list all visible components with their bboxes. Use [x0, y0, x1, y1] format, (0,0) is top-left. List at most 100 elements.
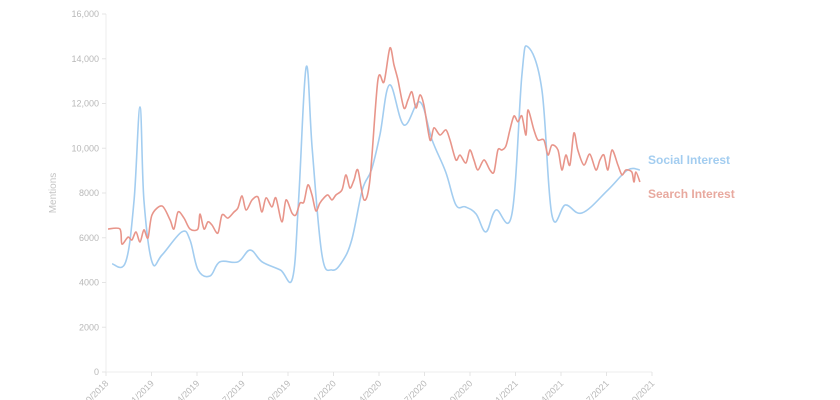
data-point-search-interest[interactable]: [355, 167, 361, 173]
data-point-search-interest[interactable]: [555, 147, 561, 153]
data-point-search-interest[interactable]: [259, 209, 265, 215]
data-point-search-interest[interactable]: [535, 137, 541, 143]
data-point-search-interest[interactable]: [283, 197, 289, 203]
data-point-social-interest[interactable]: [277, 267, 283, 273]
data-point-social-interest[interactable]: [309, 147, 315, 153]
data-point-search-interest[interactable]: [475, 167, 481, 173]
data-point-social-interest[interactable]: [483, 229, 489, 235]
data-point-search-interest[interactable]: [347, 185, 353, 191]
data-point-search-interest[interactable]: [453, 157, 459, 163]
data-point-search-interest[interactable]: [279, 219, 285, 225]
data-point-search-interest[interactable]: [507, 127, 513, 133]
data-point-search-interest[interactable]: [623, 167, 629, 173]
data-point-search-interest[interactable]: [587, 151, 593, 157]
data-point-social-interest[interactable]: [453, 202, 459, 208]
data-point-search-interest[interactable]: [511, 113, 517, 119]
data-point-search-interest[interactable]: [301, 199, 307, 205]
data-point-search-interest[interactable]: [545, 152, 551, 158]
data-point-search-interest[interactable]: [181, 215, 187, 221]
legend-search-interest[interactable]: Search Interest: [648, 187, 735, 201]
data-point-search-interest[interactable]: [413, 105, 419, 111]
data-point-social-interest[interactable]: [141, 197, 147, 203]
data-point-search-interest[interactable]: [427, 137, 433, 143]
data-point-search-interest[interactable]: [481, 157, 487, 163]
data-point-search-interest[interactable]: [105, 226, 111, 232]
data-point-search-interest[interactable]: [581, 162, 587, 168]
data-point-search-interest[interactable]: [167, 217, 173, 223]
data-point-search-interest[interactable]: [325, 192, 331, 198]
data-point-search-interest[interactable]: [149, 212, 155, 218]
data-point-search-interest[interactable]: [443, 127, 449, 133]
data-point-search-interest[interactable]: [219, 212, 225, 218]
data-point-search-interest[interactable]: [249, 197, 255, 203]
data-point-search-interest[interactable]: [375, 77, 381, 83]
data-point-search-interest[interactable]: [387, 45, 393, 51]
data-point-social-interest[interactable]: [443, 169, 449, 175]
data-point-search-interest[interactable]: [559, 167, 565, 173]
data-point-search-interest[interactable]: [503, 143, 509, 149]
data-point-search-interest[interactable]: [637, 179, 643, 185]
data-point-search-interest[interactable]: [549, 142, 555, 148]
data-point-search-interest[interactable]: [293, 212, 299, 218]
data-point-search-interest[interactable]: [361, 197, 367, 203]
data-point-search-interest[interactable]: [317, 200, 323, 206]
data-point-search-interest[interactable]: [437, 132, 443, 138]
data-point-search-interest[interactable]: [471, 157, 477, 163]
data-point-search-interest[interactable]: [119, 241, 125, 247]
data-point-social-interest[interactable]: [387, 82, 393, 88]
data-point-social-interest[interactable]: [179, 229, 185, 235]
data-point-search-interest[interactable]: [409, 89, 415, 95]
data-point-social-interest[interactable]: [137, 104, 143, 110]
data-point-social-interest[interactable]: [217, 259, 223, 265]
data-point-search-interest[interactable]: [273, 195, 279, 201]
data-point-search-interest[interactable]: [431, 125, 437, 131]
data-point-search-interest[interactable]: [515, 119, 521, 125]
data-point-social-interest[interactable]: [303, 64, 309, 70]
data-point-search-interest[interactable]: [463, 160, 469, 166]
data-point-social-interest[interactable]: [329, 267, 335, 273]
data-point-search-interest[interactable]: [633, 169, 639, 175]
data-point-search-interest[interactable]: [381, 79, 387, 85]
data-point-search-interest[interactable]: [567, 162, 573, 168]
data-point-search-interest[interactable]: [209, 222, 215, 228]
data-point-search-interest[interactable]: [329, 197, 335, 203]
data-point-search-interest[interactable]: [631, 179, 637, 185]
data-point-search-interest[interactable]: [187, 226, 193, 232]
data-point-social-interest[interactable]: [207, 273, 213, 279]
data-point-social-interest[interactable]: [109, 261, 115, 267]
legend-social-interest[interactable]: Social Interest: [648, 153, 730, 167]
data-point-social-interest[interactable]: [525, 44, 531, 50]
data-point-search-interest[interactable]: [619, 172, 625, 178]
data-point-search-interest[interactable]: [333, 192, 339, 198]
data-point-search-interest[interactable]: [343, 172, 349, 178]
data-point-social-interest[interactable]: [159, 252, 165, 258]
data-point-search-interest[interactable]: [401, 105, 407, 111]
data-point-search-interest[interactable]: [605, 167, 611, 173]
data-point-search-interest[interactable]: [145, 235, 151, 241]
data-point-search-interest[interactable]: [263, 195, 269, 201]
data-point-search-interest[interactable]: [255, 194, 261, 200]
data-point-search-interest[interactable]: [525, 107, 531, 113]
data-point-search-interest[interactable]: [215, 230, 221, 236]
data-point-search-interest[interactable]: [117, 226, 123, 232]
data-point-search-interest[interactable]: [601, 152, 607, 158]
data-point-search-interest[interactable]: [225, 215, 231, 221]
data-point-search-interest[interactable]: [447, 137, 453, 143]
data-point-social-interest[interactable]: [401, 122, 407, 128]
data-point-search-interest[interactable]: [519, 113, 525, 119]
data-point-social-interest[interactable]: [131, 197, 137, 203]
data-point-search-interest[interactable]: [563, 152, 569, 158]
data-point-search-interest[interactable]: [593, 167, 599, 173]
data-point-search-interest[interactable]: [491, 169, 497, 175]
data-point-search-interest[interactable]: [395, 77, 401, 83]
data-point-social-interest[interactable]: [235, 259, 241, 265]
data-point-search-interest[interactable]: [467, 147, 473, 153]
data-point-search-interest[interactable]: [133, 229, 139, 235]
data-point-search-interest[interactable]: [457, 152, 463, 158]
data-point-social-interest[interactable]: [259, 259, 265, 265]
data-point-search-interest[interactable]: [615, 162, 621, 168]
data-point-search-interest[interactable]: [313, 208, 319, 214]
data-point-social-interest[interactable]: [579, 210, 585, 216]
data-point-search-interest[interactable]: [531, 127, 537, 133]
data-point-search-interest[interactable]: [129, 237, 135, 243]
